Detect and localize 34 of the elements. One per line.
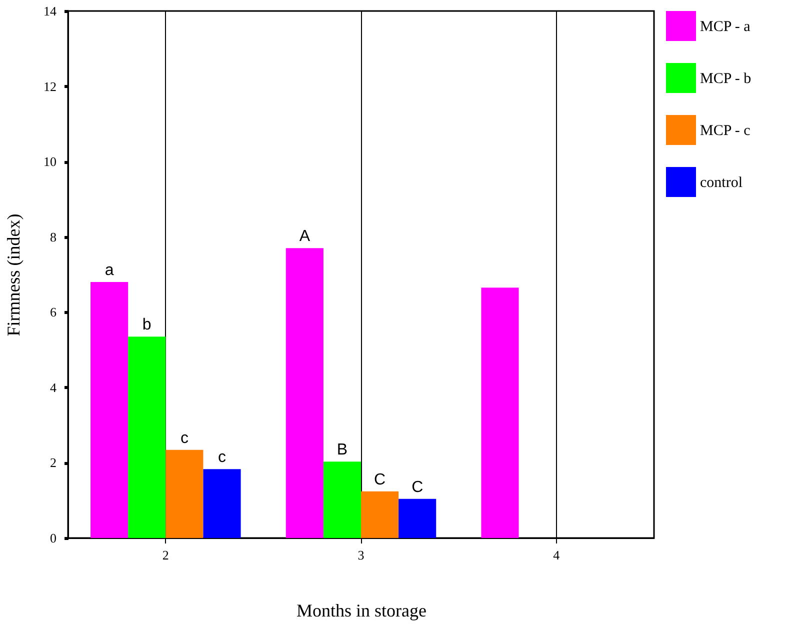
bar	[481, 288, 519, 538]
legend-label: MCP - b	[700, 71, 752, 87]
bar	[90, 282, 128, 538]
data-label: b	[142, 316, 152, 334]
bar	[128, 336, 166, 538]
bar	[323, 462, 361, 538]
y-tick-label: 4	[50, 380, 57, 395]
x-tick-label: 4	[553, 548, 560, 562]
bar	[166, 450, 204, 538]
y-tick-label: 0	[50, 530, 56, 546]
data-label: a	[104, 262, 114, 280]
x-axis-title: Months in storage	[296, 600, 426, 620]
x-tick-label: 2	[162, 548, 169, 562]
data-label: B	[336, 442, 348, 459]
bar	[398, 498, 436, 538]
legend-label: MCP - a	[700, 19, 751, 35]
bar	[361, 491, 399, 538]
data-label: C	[374, 471, 386, 488]
x-tick-label: 3	[358, 548, 364, 562]
bar	[203, 469, 241, 538]
y-axis-title: Firmness (index)	[4, 214, 24, 336]
y-tick-label: 14	[44, 4, 57, 18]
y-tick-label: 2	[50, 455, 56, 470]
legend-label: MCP - c	[700, 123, 751, 139]
y-tick-label: 10	[44, 154, 56, 170]
legend-label: control	[700, 175, 742, 191]
bar	[286, 248, 324, 538]
data-label: C	[412, 478, 424, 496]
y-tick-label: 8	[50, 229, 56, 244]
y-tick-label: 6	[50, 304, 57, 320]
y-tick-label: 12	[44, 78, 56, 94]
data-label: A	[299, 228, 310, 246]
data-label: c	[180, 430, 188, 447]
data-label: c	[218, 449, 226, 466]
